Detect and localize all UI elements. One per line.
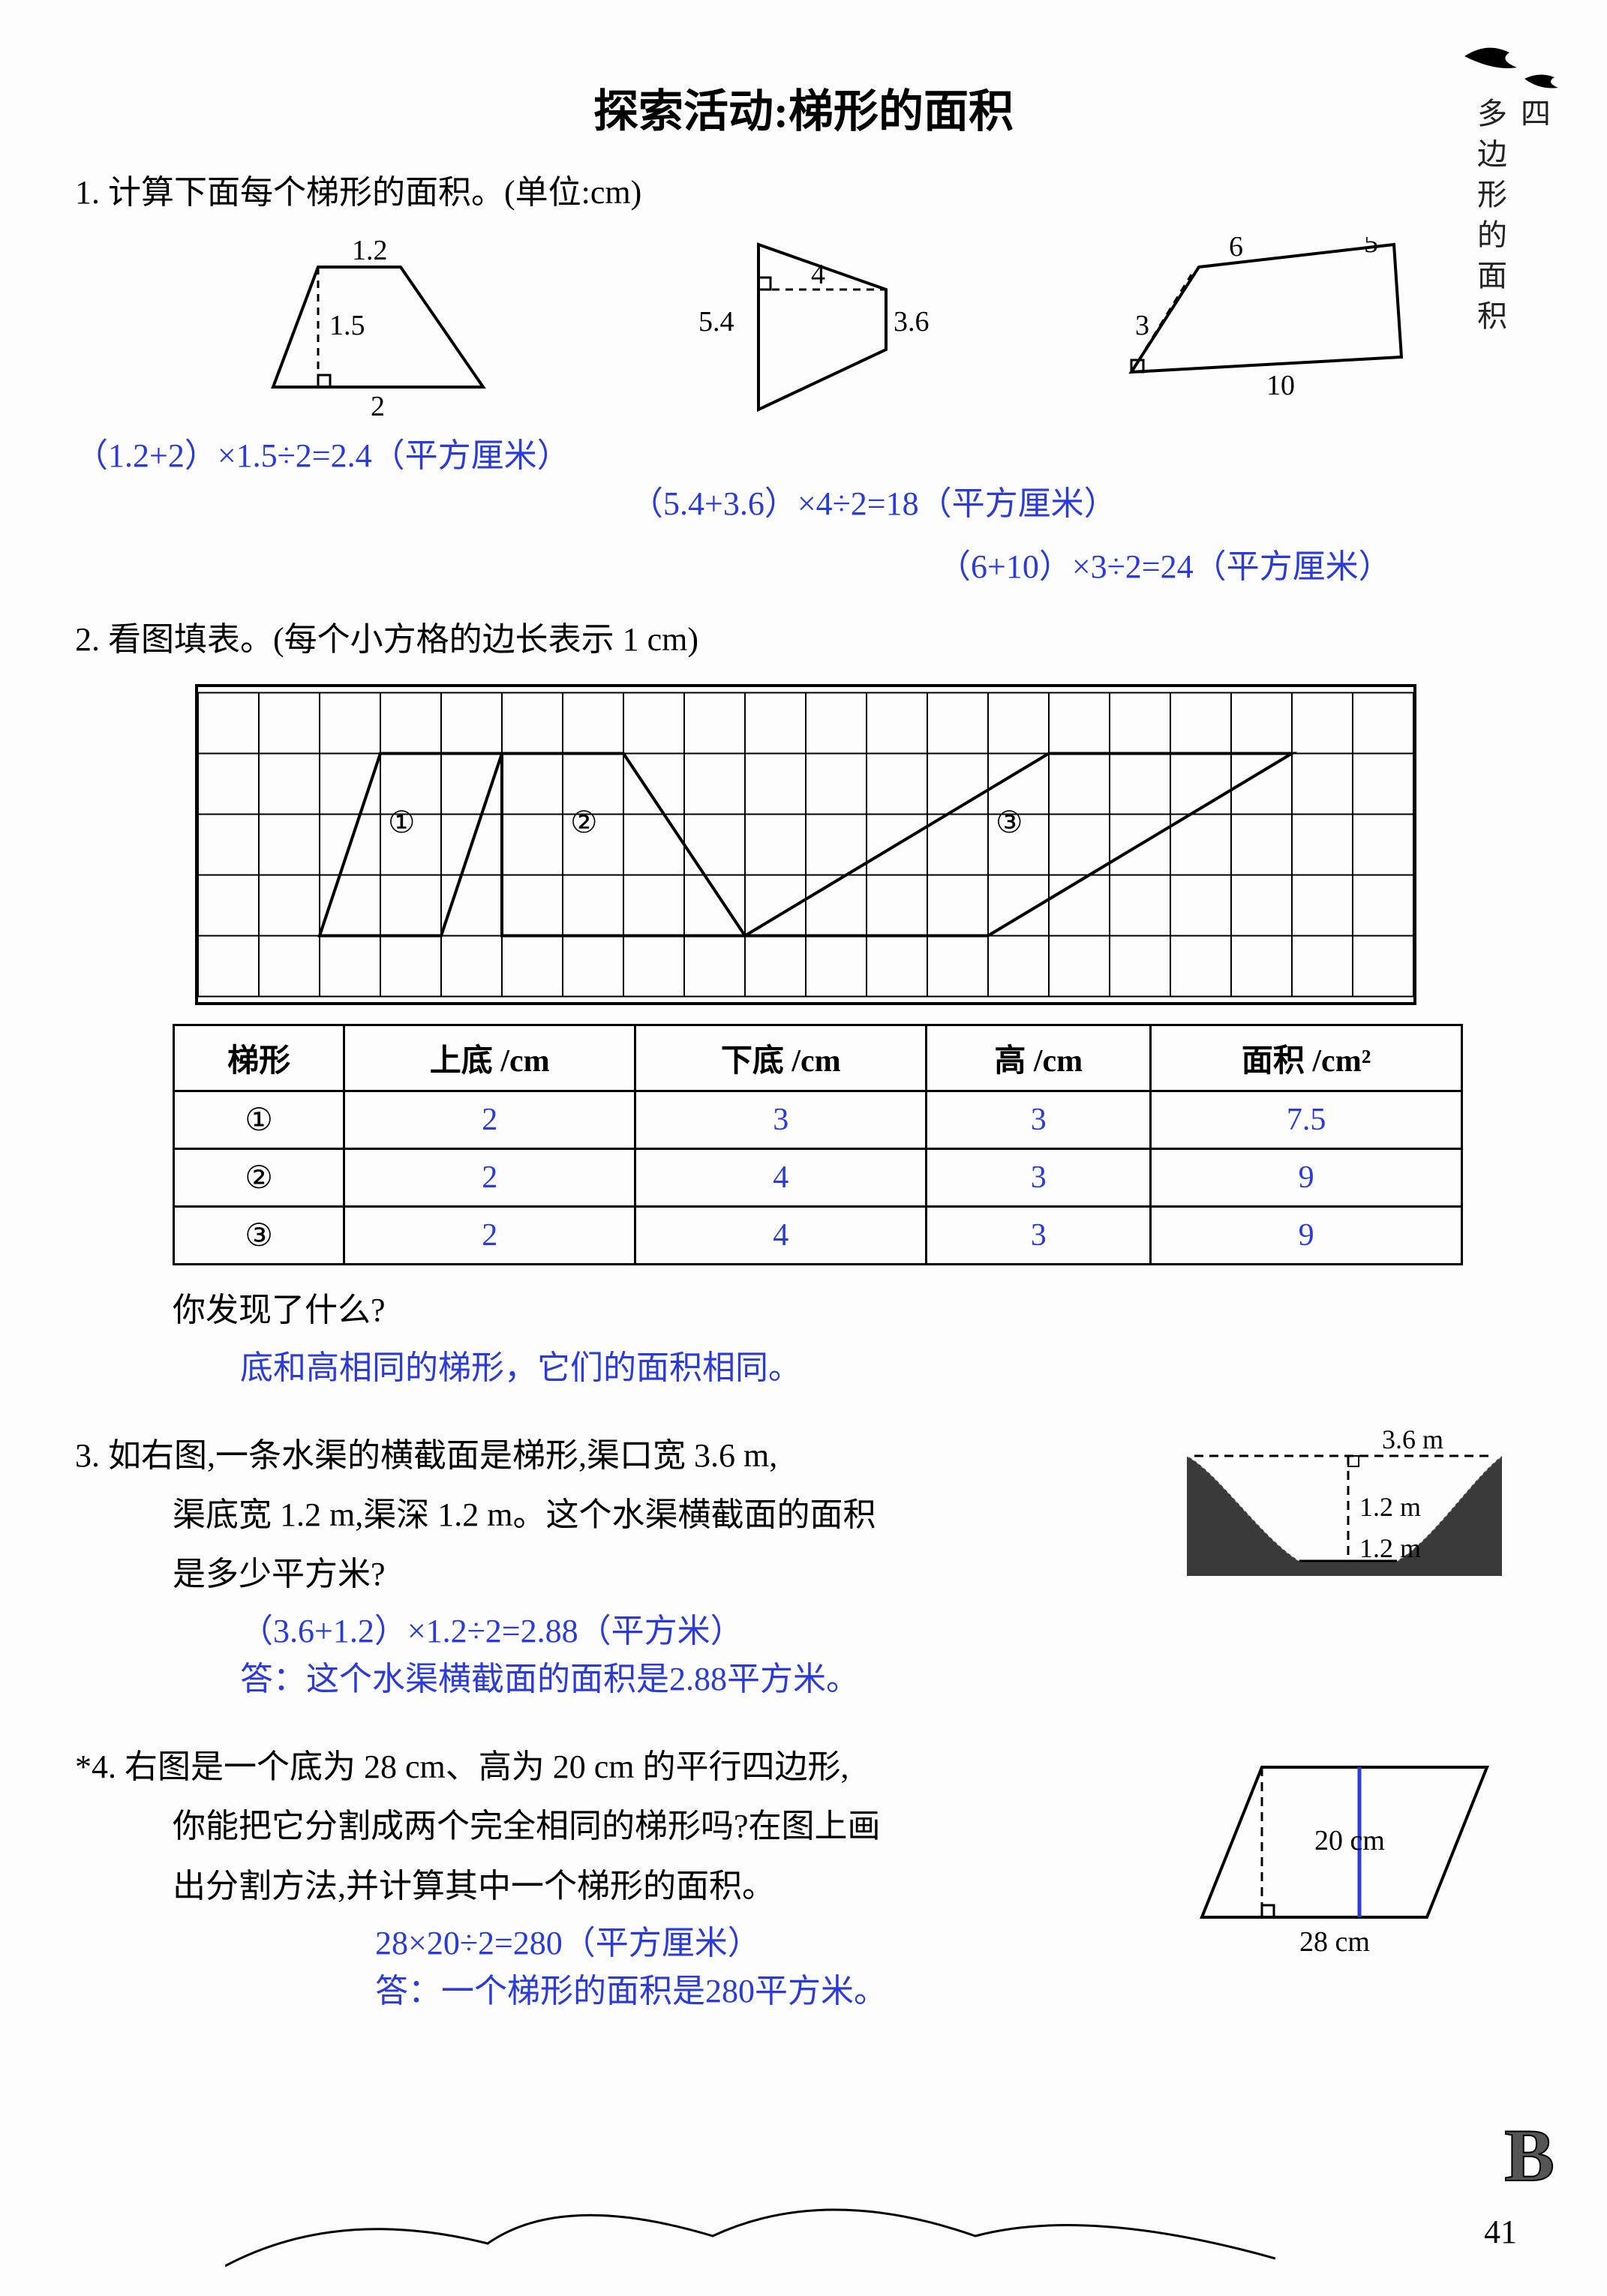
q1f3-d: 10 — [1266, 370, 1295, 401]
cell-label: ③ — [174, 1207, 344, 1265]
q1-fig2: 5.4 4 3.6 — [668, 237, 939, 421]
q1f2-left: 5.4 — [698, 306, 734, 338]
q1f1-top: 1.2 — [352, 237, 388, 266]
q3-calc: （3.6+1.2）×1.2÷2=2.88（平方米） — [240, 1604, 1172, 1652]
table-row: ①2337.5 — [174, 1091, 1462, 1149]
svg-text:③: ③ — [996, 806, 1023, 839]
q4-calc: 28×20÷2=280（平方厘米） — [375, 1916, 1172, 1964]
q2-prompt: 2. 看图填表。(每个小方格的边长表示 1 cm) — [75, 621, 698, 658]
cell-area: 9 — [1151, 1149, 1462, 1207]
q2-question: 你发现了什么? — [173, 1280, 1532, 1340]
q3-line3: 是多少平方米? — [173, 1544, 1172, 1604]
chapter-number: 四 — [1516, 98, 1550, 138]
q3-answer: 答：这个水渠横截面的面积是2.88平方米。 — [240, 1652, 1172, 1700]
q4-line2: 你能把它分割成两个完全相同的梯形吗?在图上画 — [173, 1796, 1172, 1856]
cell-bottom: 3 — [635, 1091, 927, 1149]
question-2: 2. 看图填表。(每个小方格的边长表示 1 cm) — [75, 610, 1532, 669]
worksheet-page: 四 多边形的面积 探索活动:梯形的面积 1. 计算下面每个梯形的面积。(单位:c… — [0, 0, 1607, 2296]
q2-table: 梯形 上底 /cm 下底 /cm 高 /cm 面积 /cm² ①2337.5②2… — [173, 1024, 1463, 1265]
th-height: 高 /cm — [927, 1025, 1151, 1091]
q2-grid: ① ② ③ — [195, 684, 1532, 1009]
q1-figures-row: 1.2 1.5 2 5.4 4 3.6 5 6 3 — [165, 237, 1502, 421]
q3-depth: 1.2 m — [1359, 1492, 1421, 1522]
table-row: ②2439 — [174, 1149, 1462, 1207]
q2-answer: 底和高相同的梯形，它们的面积相同。 — [240, 1340, 1532, 1388]
q4-line3: 出分割方法,并计算其中一个梯形的面积。 — [173, 1856, 1172, 1916]
th-top: 上底 /cm — [344, 1025, 635, 1091]
cell-height: 3 — [927, 1091, 1151, 1149]
th-bottom: 下底 /cm — [635, 1025, 927, 1091]
q3-line2: 渠底宽 1.2 m,渠深 1.2 m。这个水渠横截面的面积 — [173, 1485, 1172, 1544]
svg-text:①: ① — [388, 806, 415, 839]
corner-letter: B — [1504, 2112, 1554, 2198]
q1-prompt: 1. 计算下面每个梯形的面积。(单位:cm) — [75, 174, 641, 211]
chapter-side-label: 四 多边形的面积 — [1509, 98, 1554, 341]
page-title: 探索活动:梯形的面积 — [75, 75, 1532, 140]
th-area: 面积 /cm² — [1151, 1025, 1462, 1091]
q3-top: 3.6 m — [1382, 1426, 1443, 1454]
q1f2-right: 3.6 — [894, 306, 930, 338]
cell-height: 3 — [927, 1207, 1151, 1265]
q3-figure: 3.6 m 1.2 m 1.2 m — [1172, 1426, 1532, 1700]
cell-height: 3 — [927, 1149, 1151, 1207]
cell-label: ① — [174, 1091, 344, 1149]
q4-figure: 20 cm 28 cm — [1172, 1737, 1532, 2012]
q4-height: 20 cm — [1314, 1825, 1385, 1856]
q1f3-c: 3 — [1135, 310, 1149, 341]
question-4: *4. 右图是一个底为 28 cm、高为 20 cm 的平行四边形, 你能把它分… — [75, 1737, 1532, 2012]
cell-area: 9 — [1151, 1207, 1462, 1265]
cloud-icon — [225, 2183, 1275, 2273]
cell-bottom: 4 — [635, 1149, 927, 1207]
chapter-title: 多边形的面积 — [1473, 98, 1506, 341]
q4-base: 28 cm — [1299, 1926, 1370, 1958]
q3-line1: 3. 如右图,一条水渠的横截面是梯形,渠口宽 3.6 m, — [75, 1426, 1172, 1485]
q1f1-h: 1.5 — [329, 310, 365, 341]
q1f1-bot: 2 — [371, 391, 385, 417]
table-row: ③2439 — [174, 1207, 1462, 1265]
q4-answer: 答：一个梯形的面积是280平方米。 — [375, 1964, 1172, 2012]
cell-top: 2 — [344, 1091, 635, 1149]
cell-top: 2 — [344, 1207, 635, 1265]
q1f2-mid: 4 — [811, 259, 825, 290]
svg-text:②: ② — [570, 806, 597, 839]
q1-ans2: （5.4+3.6）×4÷2=18（平方厘米） — [630, 476, 1532, 524]
question-1: 1. 计算下面每个梯形的面积。(单位:cm) — [75, 163, 1532, 222]
q3-base: 1.2 m — [1359, 1533, 1421, 1563]
q1f3-a: 5 — [1364, 237, 1378, 259]
cell-bottom: 4 — [635, 1207, 927, 1265]
q1-fig1: 1.2 1.5 2 — [243, 237, 513, 421]
q1f3-b: 6 — [1229, 237, 1243, 263]
q1-fig3: 5 6 3 10 — [1094, 237, 1424, 421]
th-shape: 梯形 — [174, 1025, 344, 1091]
q1-ans1: （1.2+2）×1.5÷2=2.4（平方厘米） — [75, 428, 1532, 476]
cell-area: 7.5 — [1151, 1091, 1462, 1149]
page-number: 41 — [1484, 2213, 1517, 2251]
q4-line1: *4. 右图是一个底为 28 cm、高为 20 cm 的平行四边形, — [75, 1737, 1172, 1796]
q1-ans3: （6+10）×3÷2=24（平方厘米） — [938, 539, 1532, 587]
cell-top: 2 — [344, 1149, 635, 1207]
q1-answers: （1.2+2）×1.5÷2=2.4（平方厘米） （5.4+3.6）×4÷2=18… — [75, 428, 1532, 587]
question-3: 3. 如右图,一条水渠的横截面是梯形,渠口宽 3.6 m, 渠底宽 1.2 m,… — [75, 1426, 1532, 1700]
cell-label: ② — [174, 1149, 344, 1207]
